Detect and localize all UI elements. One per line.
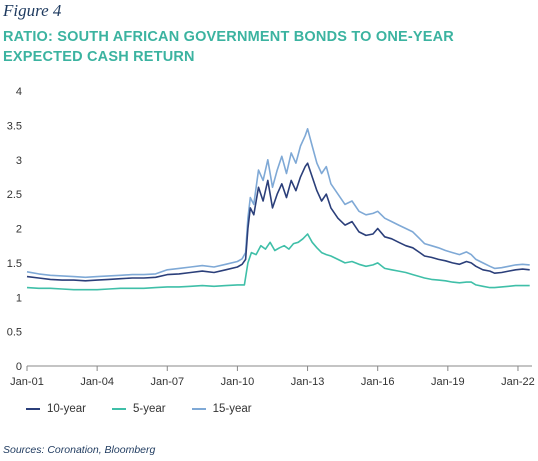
x-tick-label: Jan-10	[221, 376, 255, 388]
y-tick-label: 4	[16, 86, 22, 98]
y-tick-label: 2.5	[7, 189, 22, 201]
y-tick-label: 0	[16, 361, 22, 373]
legend-label-15-year: 15-year	[212, 403, 252, 415]
y-tick-label: 0.5	[7, 327, 22, 339]
y-tick-label: 3	[16, 155, 22, 167]
x-tick-label: Jan-16	[361, 376, 395, 388]
legend-item-10-year: 10-year	[26, 403, 86, 415]
y-tick-label: 3.5	[7, 120, 22, 132]
y-tick-label: 1.5	[7, 258, 22, 270]
x-tick-label: Jan-01	[10, 376, 44, 388]
legend-label-5-year: 5-year	[133, 403, 166, 415]
legend-swatch-5-year	[112, 408, 126, 410]
legend-label-10-year: 10-year	[47, 403, 86, 415]
x-tick-label: Jan-07	[150, 376, 184, 388]
figure-label: Figure 4	[3, 1, 62, 20]
legend-swatch-10-year	[26, 408, 40, 410]
series-line-5-year	[26, 233, 530, 291]
legend-item-5-year: 5-year	[112, 403, 166, 415]
source-note: Sources: Coronation, Bloomberg	[3, 444, 156, 456]
chart-title-line2: EXPECTED CASH RETURN	[3, 49, 195, 65]
x-tick-label: Jan-13	[291, 376, 325, 388]
legend-item-15-year: 15-year	[191, 403, 252, 415]
chart-legend: 10-year 5-year 15-year	[26, 403, 278, 415]
chart-title-line1: RATIO: SOUTH AFRICAN GOVERNMENT BONDS TO…	[3, 29, 454, 45]
x-tick-label: Jan-19	[431, 376, 465, 388]
y-tick-label: 2	[16, 224, 22, 236]
x-tick-label: Jan-04	[80, 376, 114, 388]
chart-title: RATIO: SOUTH AFRICAN GOVERNMENT BONDS TO…	[3, 27, 533, 67]
y-tick-label: 1	[16, 292, 22, 304]
series-line-10-year	[26, 162, 530, 282]
legend-swatch-15-year	[191, 408, 206, 410]
series-line-15-year	[26, 128, 530, 279]
x-tick-label: Jan-22	[501, 376, 535, 388]
